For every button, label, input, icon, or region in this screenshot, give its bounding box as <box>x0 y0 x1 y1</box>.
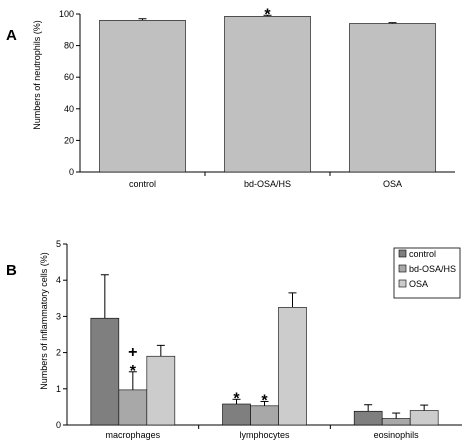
b-y-tick-label: 2 <box>56 348 61 358</box>
panel-a-y-axis-label: Numbers of neutrophils (%) <box>32 20 42 130</box>
a-bar <box>349 23 436 173</box>
b-y-tick-label: 4 <box>56 275 61 285</box>
a-category-label: control <box>129 179 156 189</box>
legend-label: bd-OSA/HS <box>409 264 456 274</box>
a-category-label: bd-OSA/HS <box>244 179 291 189</box>
a-y-tick-label: 100 <box>59 9 74 19</box>
b-category-label: eosinophils <box>374 430 420 440</box>
a-y-tick-label: 0 <box>69 167 74 177</box>
a-y-tick-label: 20 <box>64 135 74 145</box>
b-bar <box>278 307 307 426</box>
panel-b-label: B <box>6 262 17 279</box>
a-y-tick-label: 80 <box>64 41 74 51</box>
b-bar <box>381 418 411 426</box>
a-bar <box>99 20 186 173</box>
panel-b-y-axis-label: Numbers of inflammatory cells (%) <box>39 252 49 390</box>
a-y-tick-label: 60 <box>64 72 74 82</box>
a-significance-mark: * <box>264 6 271 23</box>
panel-a-label: A <box>6 27 17 44</box>
panel-b-legend: control bd-OSA/HS OSA <box>393 247 461 299</box>
a-bar <box>224 16 311 173</box>
b-bar <box>146 355 176 426</box>
b-significance-mark: * <box>261 392 268 409</box>
b-bar <box>90 317 120 426</box>
b-bar <box>353 410 383 426</box>
panel-a: A Numbers of neutrophils (%) 0 20 40 60 80 10… <box>6 6 455 189</box>
a-y-tick-label: 40 <box>64 104 74 114</box>
b-significance-mark: * <box>233 390 240 407</box>
legend-label: OSA <box>409 279 428 289</box>
b-bar <box>409 410 439 426</box>
b-significance-mark: * <box>130 363 137 380</box>
legend-label: control <box>409 249 436 259</box>
b-y-tick-label: 0 <box>56 420 61 430</box>
b-category-label: macrophages <box>106 430 161 440</box>
b-y-tick-label: 3 <box>56 311 61 321</box>
b-y-tick-label: 1 <box>56 384 61 394</box>
b-bar <box>118 389 148 426</box>
b-significance-mark: + <box>128 344 137 361</box>
legend-swatch <box>398 279 407 288</box>
legend-swatch <box>398 249 407 258</box>
a-category-label: OSA <box>383 179 402 189</box>
b-category-label: lymphocytes <box>239 430 290 440</box>
b-y-tick-label: 5 <box>56 239 61 249</box>
legend-swatch <box>398 264 407 273</box>
panel-b: B Numbers of inflammatory cells (%) 0 1 2 3… <box>6 239 462 440</box>
